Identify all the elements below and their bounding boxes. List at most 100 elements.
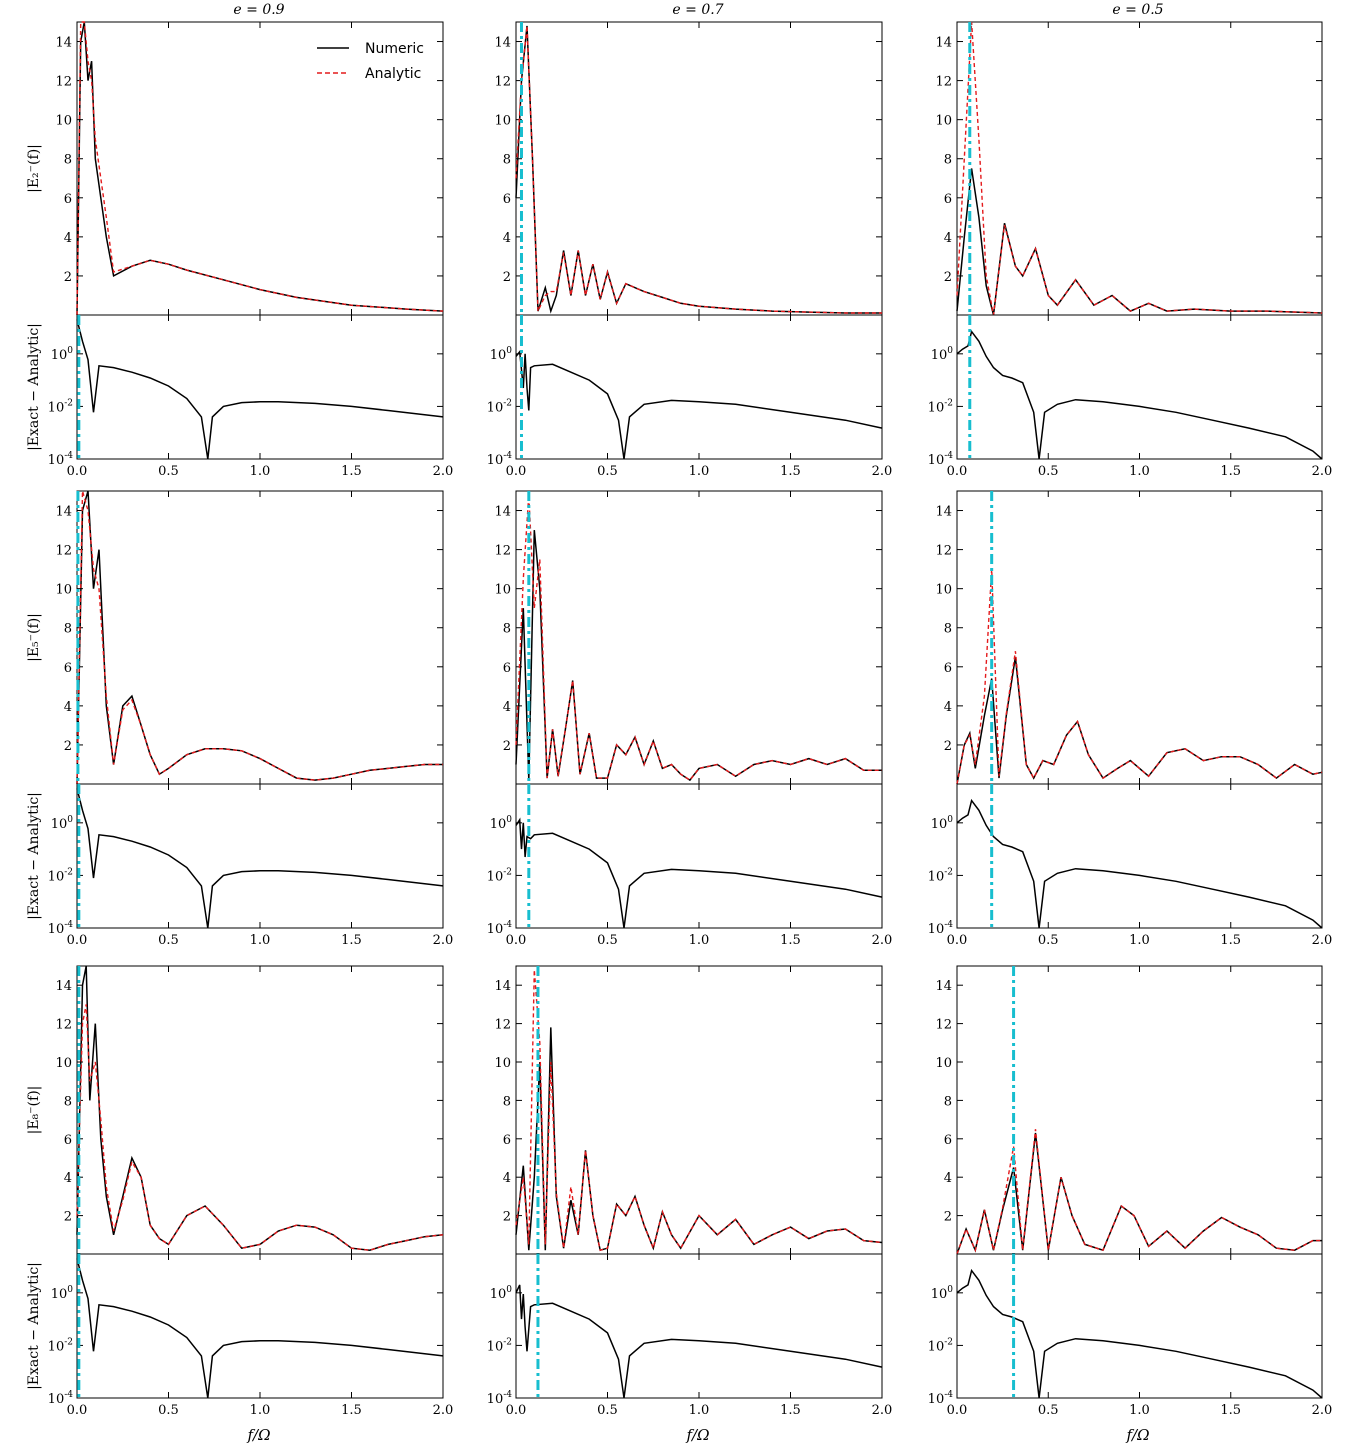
x-tick-label-r2c1-bottom: 2.0	[433, 933, 454, 948]
series-analytic-line-r2c2-top	[515, 494, 882, 782]
y-tick-label-r2c2-top: 6	[503, 661, 511, 676]
y-tick-label-r3c1-top: 4	[64, 1171, 72, 1186]
y-tick-label-r1c1-top: 10	[55, 114, 72, 129]
panel-frame-r3c3-top	[956, 965, 1323, 1255]
y-tick-label-r3c1-top: 14	[55, 979, 72, 994]
series-numeric-line-r2c3-top	[956, 656, 1323, 785]
y-tick-label-r3c2-top: 2	[503, 1210, 511, 1225]
series-difference-line-r2c1-bottom	[76, 788, 444, 929]
x-tick-label-r2c2-bottom: 0.5	[597, 933, 618, 948]
y-tick-label-r1c2-top: 6	[503, 192, 511, 207]
y-tick-label-r2c3-bottom: 100	[931, 815, 954, 832]
y-axis-label-r1c1-bottom: |Exact − Analytic|	[26, 323, 42, 451]
y-tick-label-r3c2-top: 14	[494, 979, 511, 994]
y-tick-label-r3c2-top: 6	[503, 1133, 511, 1148]
y-tick-label-r1c3-bottom: 10-2	[928, 398, 953, 415]
y-tick-label-r2c1-bottom: 10-2	[48, 867, 73, 884]
y-tick-label-r1c2-top: 4	[503, 231, 511, 246]
y-tick-label-r1c2-top: 8	[503, 153, 511, 168]
series-analytic-line-r3c3-top	[956, 1129, 1322, 1255]
x-tick-label-r1c2-bottom: 0.5	[597, 464, 618, 479]
x-tick-label-r3c3-bottom: 1.5	[1220, 1403, 1241, 1418]
y-tick-label-r2c2-bottom: 100	[490, 815, 513, 832]
panel-frame-r1c1-bottom	[76, 314, 444, 460]
series-difference-line-r3c3-bottom	[956, 1268, 1323, 1399]
x-axis-label-col2: f/Ω	[685, 1426, 709, 1444]
x-tick-label-r3c1-bottom: 0.5	[158, 1403, 179, 1418]
x-tick-label-r2c2-bottom: 1.0	[689, 933, 710, 948]
y-tick-label-r3c3-top: 12	[935, 1018, 952, 1033]
x-tick-label-r1c1-bottom: 0.5	[158, 464, 179, 479]
series-difference-line-r1c1-bottom	[76, 319, 444, 460]
series-difference-line-r1c2-bottom	[515, 349, 883, 460]
panel-frame-r1c2-bottom	[515, 314, 883, 460]
x-tick-label-r3c3-bottom: 2.0	[1312, 1403, 1333, 1418]
y-tick-label-r2c2-bottom: 10-4	[487, 920, 513, 937]
x-tick-label-r1c3-bottom: 1.0	[1129, 464, 1150, 479]
y-tick-label-r3c3-top: 6	[944, 1133, 952, 1148]
x-tick-label-r2c1-bottom: 1.0	[250, 933, 271, 948]
y-tick-label-r3c2-bottom: 10-2	[487, 1337, 512, 1354]
y-tick-label-r2c2-top: 8	[503, 622, 511, 637]
y-tick-label-r1c2-top: 14	[494, 36, 511, 51]
series-analytic-line-r3c1-top	[76, 1004, 444, 1251]
x-tick-label-r1c1-bottom: 2.0	[433, 464, 454, 479]
y-tick-label-r2c2-top: 10	[494, 583, 511, 598]
column-title-e09: e = 0.9	[233, 2, 284, 18]
series-analytic-line-r2c3-top	[956, 569, 1323, 785]
y-tick-label-r2c2-top: 2	[503, 739, 511, 754]
panel-frame-r3c1-bottom	[76, 1253, 444, 1399]
y-tick-label-r1c2-top: 2	[503, 270, 511, 285]
legend-numeric-label: Numeric	[365, 41, 424, 57]
y-tick-label-r2c3-bottom: 10-2	[928, 867, 953, 884]
y-tick-label-r1c1-bottom: 100	[51, 346, 74, 363]
y-tick-label-r2c1-top: 6	[64, 661, 72, 676]
y-tick-label-r3c1-bottom: 10-4	[48, 1390, 74, 1407]
x-tick-label-r2c2-bottom: 0.0	[506, 933, 527, 948]
x-tick-label-r3c1-bottom: 1.5	[341, 1403, 362, 1418]
x-tick-label-r2c1-bottom: 1.5	[341, 933, 362, 948]
series-difference-line-r3c1-bottom	[76, 1258, 444, 1399]
x-tick-label-r1c1-bottom: 1.5	[341, 464, 362, 479]
y-tick-label-r1c1-bottom: 10-4	[48, 451, 74, 468]
y-axis-label-r1c1-top: |E₂⁻(f)|	[26, 144, 42, 193]
series-numeric-line-r2c1-top	[76, 490, 443, 785]
y-tick-label-r2c3-top: 2	[944, 739, 952, 754]
y-tick-label-r1c1-top: 6	[64, 192, 72, 207]
y-tick-label-r2c3-top: 12	[935, 544, 952, 559]
y-tick-label-r3c1-top: 8	[64, 1094, 72, 1109]
y-tick-label-r2c2-top: 4	[503, 700, 511, 715]
x-tick-label-r3c2-bottom: 0.5	[597, 1403, 618, 1418]
legend-analytic-label: Analytic	[365, 66, 421, 82]
x-tick-label-r3c2-bottom: 2.0	[872, 1403, 893, 1418]
y-tick-label-r1c1-top: 4	[64, 231, 72, 246]
x-tick-label-r1c2-bottom: 1.0	[689, 464, 710, 479]
y-tick-label-r3c3-bottom: 10-2	[928, 1337, 953, 1354]
y-tick-label-r1c1-top: 2	[64, 270, 72, 285]
y-tick-label-r1c2-bottom: 10-4	[487, 451, 513, 468]
y-tick-label-r1c3-top: 14	[935, 36, 952, 51]
y-tick-label-r2c2-top: 12	[494, 544, 511, 559]
y-tick-label-r2c1-top: 10	[55, 583, 72, 598]
x-axis-label-col1: f/Ω	[246, 1426, 270, 1444]
x-tick-label-r1c2-bottom: 0.0	[506, 464, 527, 479]
series-analytic-line-r2c1-top	[76, 490, 443, 785]
series-difference-line-r1c3-bottom	[956, 329, 1323, 460]
y-axis-label-r2c1-top: |E₅⁻(f)|	[26, 613, 42, 662]
y-axis-label-r3c1-top: |E₈⁻(f)|	[26, 1086, 42, 1135]
y-tick-label-r3c3-top: 4	[944, 1171, 952, 1186]
y-tick-label-r1c2-top: 12	[494, 75, 511, 90]
series-numeric-line-r2c2-top	[515, 530, 882, 782]
x-tick-label-r2c3-bottom: 0.0	[947, 933, 968, 948]
x-tick-label-r2c3-bottom: 1.0	[1129, 933, 1150, 948]
y-tick-label-r1c1-bottom: 10-2	[48, 398, 73, 415]
panel-frame-r3c2-top	[515, 965, 883, 1255]
y-tick-label-r3c1-bottom: 10-2	[48, 1337, 73, 1354]
y-tick-label-r2c1-bottom: 100	[51, 815, 74, 832]
panel-frame-r2c2-bottom	[515, 783, 883, 929]
y-tick-label-r2c3-top: 4	[944, 700, 952, 715]
panel-frame-r1c2-top	[515, 21, 883, 316]
x-tick-label-r3c3-bottom: 0.5	[1038, 1403, 1059, 1418]
y-tick-label-r3c3-top: 14	[935, 979, 952, 994]
y-tick-label-r2c2-bottom: 10-2	[487, 867, 512, 884]
